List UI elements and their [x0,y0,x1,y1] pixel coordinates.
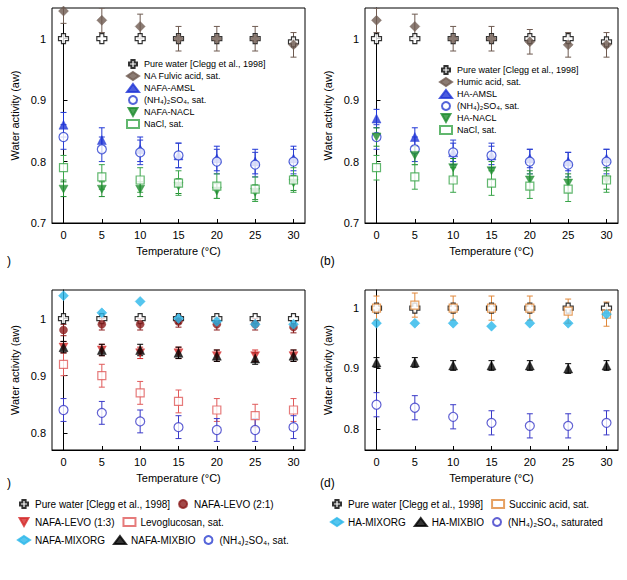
svg-text:NAFA-NACL: NAFA-NACL [144,107,195,117]
svg-text:0: 0 [60,229,66,241]
svg-text:(b): (b) [320,254,335,268]
svg-text:30: 30 [600,229,612,241]
svg-text:10: 10 [447,229,459,241]
svg-text:NAFA-LEVO (2:1): NAFA-LEVO (2:1) [194,499,273,510]
svg-text:Water activity (aw): Water activity (aw) [322,70,334,160]
svg-text:Water activity (aw): Water activity (aw) [322,325,334,415]
svg-text:10: 10 [134,456,146,468]
svg-text:NA Fulvic acid, sat.: NA Fulvic acid, sat. [144,71,221,81]
svg-text:25: 25 [249,229,261,241]
svg-text:Succinic acid, sat.: Succinic acid, sat. [509,499,589,510]
svg-text:Humic acid, sat.: Humic acid, sat. [457,77,521,87]
svg-text:HA-MIXBIO: HA-MIXBIO [432,517,484,528]
svg-text:HA-MIXORG: HA-MIXORG [348,517,406,528]
svg-text:20: 20 [524,229,536,241]
svg-text:NAFA-MIXBIO: NAFA-MIXBIO [131,535,196,546]
svg-text:5: 5 [99,229,105,241]
svg-text:(d): (d) [320,476,335,490]
svg-text:NAFA-MIXORG: NAFA-MIXORG [35,535,105,546]
svg-text:5: 5 [412,456,418,468]
svg-text:10: 10 [447,456,459,468]
svg-text:NAFA-LEVO (1:3): NAFA-LEVO (1:3) [35,517,114,528]
svg-text:1: 1 [40,33,46,45]
svg-text:20: 20 [524,456,536,468]
svg-text:NaCl, sat.: NaCl, sat. [457,125,497,135]
svg-text:Temperature (°C): Temperature (°C) [449,472,533,484]
svg-text:): ) [7,254,11,268]
svg-text:0: 0 [60,456,66,468]
svg-text:15: 15 [485,456,497,468]
svg-text:Water activity (aw): Water activity (aw) [9,70,21,160]
svg-text:25: 25 [562,229,574,241]
svg-text:Levoglucosan, sat.: Levoglucosan, sat. [140,517,223,528]
svg-text:0: 0 [373,229,379,241]
svg-text:Pure water [Clegg et al., 1998: Pure water [Clegg et al., 1998] [144,59,266,69]
svg-text:1: 1 [353,302,359,314]
svg-text:0.9: 0.9 [344,94,359,106]
svg-text:1: 1 [353,33,359,45]
svg-text:): ) [7,476,11,490]
svg-text:(NH₄)₂SO₄, sat.: (NH₄)₂SO₄, sat. [219,535,288,546]
svg-text:5: 5 [412,229,418,241]
svg-text:0.8: 0.8 [31,427,46,439]
svg-text:15: 15 [172,229,184,241]
svg-text:HA-NACL: HA-NACL [457,113,497,123]
svg-text:(NH₄)₂SO₄, sat.: (NH₄)₂SO₄, sat. [457,101,519,111]
svg-text:20: 20 [211,229,223,241]
svg-text:Pure water [Clegg et al., 1998: Pure water [Clegg et al., 1998] [35,499,170,510]
svg-text:(NH₄)₂SO₄, sat.: (NH₄)₂SO₄, sat. [144,95,206,105]
svg-text:0: 0 [373,456,379,468]
svg-text:5: 5 [99,456,105,468]
svg-text:15: 15 [485,229,497,241]
svg-text:0.7: 0.7 [31,217,46,229]
svg-text:Temperature (°C): Temperature (°C) [136,245,220,257]
svg-text:0.8: 0.8 [344,156,359,168]
svg-text:30: 30 [287,229,299,241]
svg-text:Temperature (°C): Temperature (°C) [136,472,220,484]
svg-text:30: 30 [600,456,612,468]
svg-text:0.8: 0.8 [344,423,359,435]
svg-text:0.9: 0.9 [31,370,46,382]
svg-text:25: 25 [249,456,261,468]
svg-text:Pure water [Clegg et al., 1998: Pure water [Clegg et al., 1998] [457,65,579,75]
svg-text:Water activity (aw): Water activity (aw) [9,325,21,415]
svg-text:Pure water [Clegg et al., 1998: Pure water [Clegg et al., 1998] [348,499,483,510]
svg-text:0.9: 0.9 [31,94,46,106]
svg-text:(NH₄)₂SO₄, saturated: (NH₄)₂SO₄, saturated [508,517,603,528]
svg-text:HA-AMSL: HA-AMSL [457,89,497,99]
svg-text:30: 30 [287,456,299,468]
svg-text:25: 25 [562,456,574,468]
svg-text:0.9: 0.9 [344,362,359,374]
svg-text:0.8: 0.8 [31,156,46,168]
svg-text:0.7: 0.7 [344,217,359,229]
svg-text:20: 20 [211,456,223,468]
svg-text:Temperature (°C): Temperature (°C) [449,245,533,257]
svg-text:NAFA-AMSL: NAFA-AMSL [144,83,195,93]
svg-text:1: 1 [40,313,46,325]
svg-text:10: 10 [134,229,146,241]
svg-text:NaCl, sat.: NaCl, sat. [144,119,184,129]
svg-text:15: 15 [172,456,184,468]
